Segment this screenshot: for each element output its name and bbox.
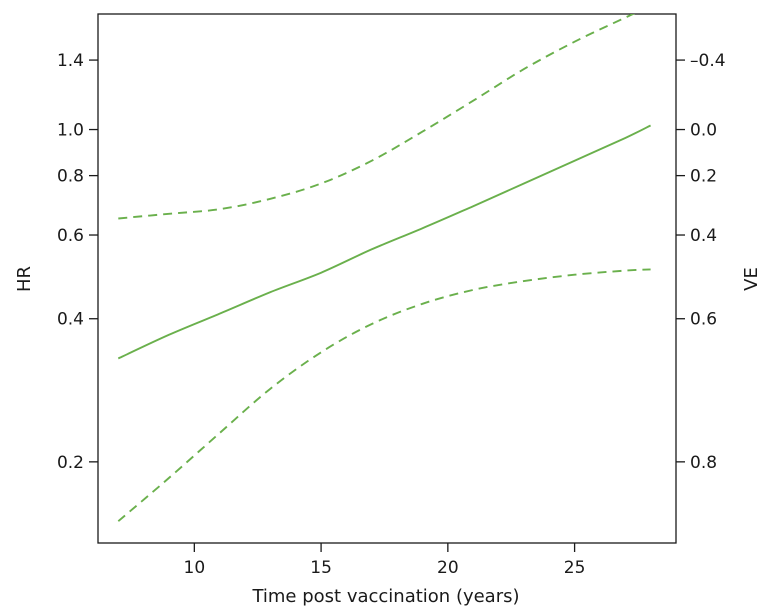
x-tick-label: 10	[184, 558, 206, 578]
y2-tick-label: 0.2	[690, 167, 717, 187]
y2-axis-title: VE	[741, 267, 762, 291]
y2-tick-label: 0.0	[690, 121, 717, 141]
y-tick-label: 0.4	[57, 310, 84, 330]
estimate-series-line	[117, 124, 652, 360]
y-tick-label: 0.2	[57, 453, 84, 473]
lower-series-line	[117, 268, 651, 522]
y-tick-label: 1.0	[57, 121, 84, 141]
y2-tick-label: 0.4	[690, 226, 717, 246]
y-axis-title: HR	[14, 266, 35, 292]
x-tick-label: 15	[310, 558, 332, 578]
y2-tick-label: 0.6	[690, 310, 717, 330]
x-tick-label: 20	[437, 558, 459, 578]
series-layer	[117, 14, 652, 522]
y-tick-label: 0.6	[57, 226, 84, 246]
y2-tick-label: –0.4	[690, 51, 726, 71]
x-tick-label: 25	[564, 558, 586, 578]
y2-tick-label: 0.8	[690, 453, 717, 473]
axis-layer: 10 15 20 25 0.2 0.4 0.6 0.8 1.0 1.4 0.8 0.6 0.4 0.2 0.…	[57, 51, 726, 578]
y-tick-label: 1.4	[57, 51, 84, 71]
y-tick-label: 0.8	[57, 167, 84, 187]
plot-frame	[97, 13, 677, 544]
x-axis-title: Time post vaccination (years)	[251, 586, 519, 607]
upper-series-line	[118, 14, 636, 220]
